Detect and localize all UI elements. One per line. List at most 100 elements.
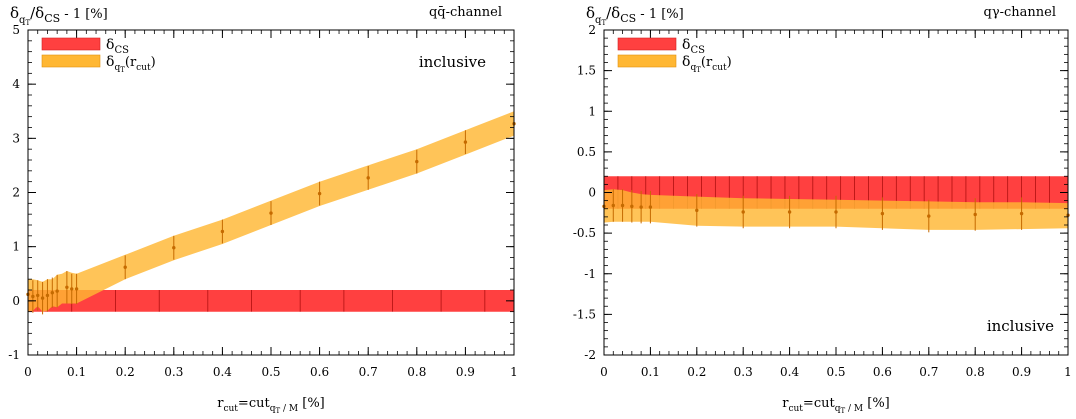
x-tick-label: 0.4 <box>213 365 232 379</box>
legend-label-qt: δqT(rcut) <box>106 54 156 74</box>
annotation-inclusive: inclusive <box>419 53 486 71</box>
legend-label-part: δ <box>682 54 690 70</box>
y-axis-label-part: CS <box>44 12 60 25</box>
y-axis-label: δqT/δCS - 1 [%] <box>10 4 108 27</box>
legend-swatch-qt <box>617 54 677 68</box>
legend-label-part: T <box>120 66 125 74</box>
data-point <box>973 212 977 217</box>
x-axis-label: rcut=cutqT / M [%] <box>782 396 890 415</box>
x-axis-label-part: r <box>782 396 789 411</box>
x-axis-label-part: [%] <box>298 396 325 411</box>
x-tick-label: 0.6 <box>873 365 892 379</box>
data-point <box>695 208 699 213</box>
x-tick-label: 0.7 <box>359 365 378 379</box>
data-point <box>172 246 176 250</box>
data-point <box>40 296 45 300</box>
data-point <box>31 294 35 299</box>
legend-label-part: q <box>114 63 120 73</box>
data-point <box>639 205 643 209</box>
data-point <box>366 176 370 180</box>
x-axis-label-part: =cut <box>238 396 271 411</box>
data-point <box>1019 211 1024 216</box>
data-point <box>74 287 79 291</box>
x-tick-label: 0.9 <box>456 365 475 379</box>
x-axis-label-part: / M <box>845 404 863 414</box>
legend-label-part: ) <box>151 55 156 70</box>
legend-label-part: δ <box>106 54 114 70</box>
x-tick-label: 1 <box>1064 365 1072 379</box>
annotation-inclusive: inclusive <box>987 317 1054 335</box>
y-tick-label: -2 <box>584 348 596 362</box>
legend-label-qt: δqT(rcut) <box>682 54 732 74</box>
data-point <box>787 210 792 214</box>
x-axis-label-part: q <box>270 404 276 414</box>
legend-label-part: δ <box>682 37 690 53</box>
data-point <box>880 211 885 216</box>
x-axis-label-part: q <box>835 404 841 414</box>
x-tick-label: 0.2 <box>687 365 706 379</box>
y-tick-label: 3 <box>12 131 20 145</box>
y-axis-label-part: /δ <box>606 4 620 22</box>
legend-label-cs: δCS <box>106 37 129 56</box>
data-point <box>50 291 54 295</box>
x-tick-label: 0.9 <box>1012 365 1031 379</box>
data-point <box>65 285 69 289</box>
y-axis-label-part: δ <box>586 4 595 22</box>
legend-label-part: δ <box>106 37 114 53</box>
x-tick-label: 0 <box>600 365 608 379</box>
legend-label-part: CS <box>690 45 705 56</box>
x-tick-label: 1 <box>510 365 518 379</box>
y-axis-label-part: CS <box>620 12 636 25</box>
x-axis-label-part: T <box>840 407 845 415</box>
y-axis-label-part: q <box>19 15 26 26</box>
x-tick-label: 0.8 <box>407 365 426 379</box>
data-point <box>463 140 468 144</box>
y-axis-label-part: δ <box>10 4 19 22</box>
legend-label-part: ) <box>727 55 732 70</box>
data-point <box>123 265 127 269</box>
legend-label-part: (r <box>125 55 137 70</box>
y-tick-label: 0 <box>12 294 20 308</box>
legend-swatch-qt <box>41 54 101 68</box>
legend-label-cs: δCS <box>682 37 705 56</box>
y-tick-label: -0.5 <box>573 226 596 240</box>
x-tick-label: 0.8 <box>966 365 985 379</box>
y-tick-label: 4 <box>12 77 20 91</box>
y-tick-label: -1.5 <box>573 307 596 321</box>
chart-panel-qqbar: 0 0.1 0.2 0.3 0.4 0.5 0.6 0.7 0.8 0.9 1-1012345δqT… <box>8 4 518 415</box>
data-point <box>611 203 615 208</box>
x-tick-label: 0.5 <box>261 365 280 379</box>
y-axis-label-part: q <box>595 15 602 26</box>
data-point <box>55 289 59 293</box>
y-tick-label: 1 <box>588 104 596 118</box>
legend-label-part: (r <box>701 55 713 70</box>
legend-swatch-cs <box>617 37 677 51</box>
x-tick-label: 0.2 <box>116 365 135 379</box>
data-point <box>70 287 74 291</box>
x-tick-label: 0.5 <box>826 365 845 379</box>
y-tick-label: 2 <box>12 186 20 200</box>
x-axis-label-part: [%] <box>863 396 890 411</box>
data-point <box>620 203 625 208</box>
x-tick-label: 0.7 <box>919 365 938 379</box>
data-point <box>415 159 419 164</box>
y-axis-label: δqT/δCS - 1 [%] <box>586 4 684 27</box>
legend-label-part: cut <box>136 63 151 73</box>
y-tick-label: 0 <box>588 186 596 200</box>
x-tick-label: 0 <box>24 365 32 379</box>
data-point <box>648 205 653 209</box>
legend-label-part: CS <box>114 45 129 56</box>
x-axis-label-part: =cut <box>803 396 836 411</box>
x-tick-label: 0.1 <box>67 365 86 379</box>
x-axis-label-part: cut <box>788 404 803 414</box>
y-axis-label-part: T <box>601 19 606 27</box>
x-tick-label: 0.6 <box>310 365 329 379</box>
legend-label-part: T <box>696 66 701 74</box>
legend-label-part: q <box>690 63 696 73</box>
data-point <box>269 211 273 215</box>
x-tick-label: 0.1 <box>641 365 660 379</box>
y-tick-label: 0.5 <box>577 145 596 159</box>
data-point <box>36 293 40 298</box>
chart-panel-qgamma: 0 0.1 0.2 0.3 0.4 0.5 0.6 0.7 0.8 0.9 1 -2 -1.5 -1 -0.… <box>573 4 1072 415</box>
